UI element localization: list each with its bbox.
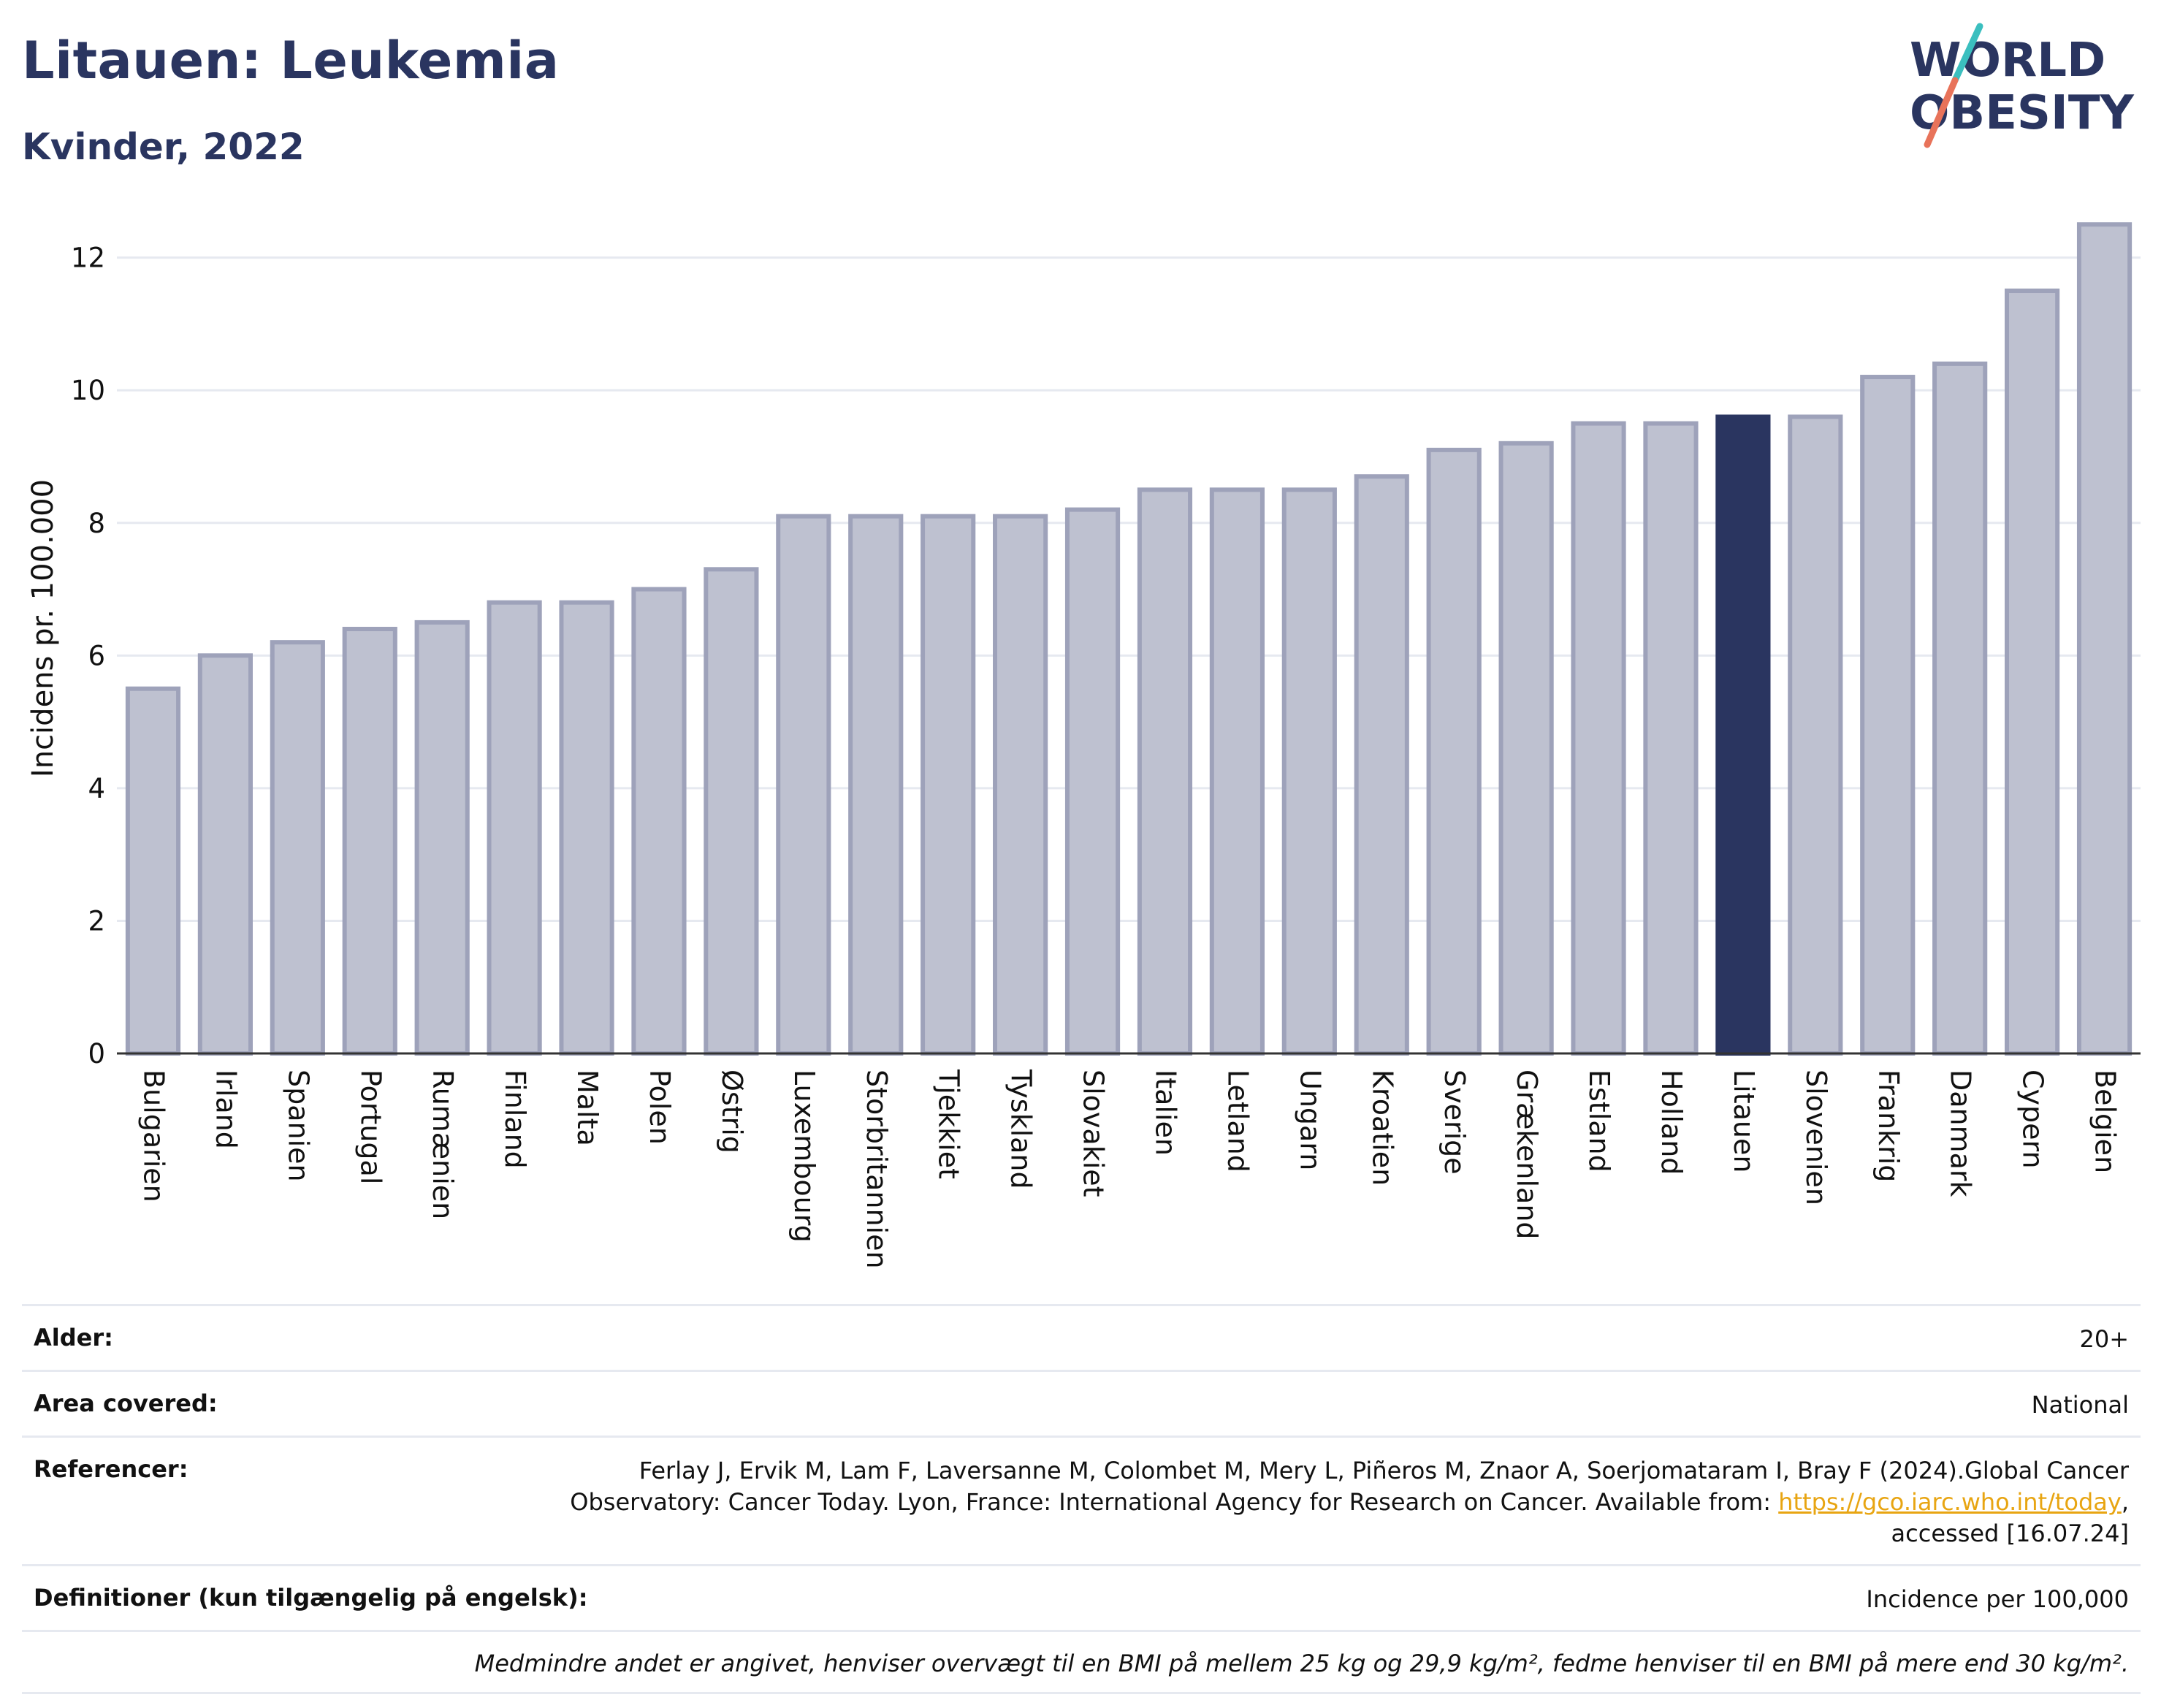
bar-sverige [1426,447,1482,1056]
meta-row-area: Area covered: National [22,1370,2141,1436]
logo-slash-teal [1951,23,1983,84]
bar-tyskland [993,514,1048,1056]
x-tick-label: Litauen [1728,1070,1760,1173]
bar-kroatien [1354,474,1409,1056]
bar-malta [559,600,614,1056]
bar-cypern [2005,289,2060,1056]
metadata-table: Alder: 20+ Area covered: National Refere… [22,1304,2141,1694]
x-tick-label: Belgien [2089,1070,2122,1173]
x-tick-label: Polen [644,1070,676,1145]
references-line3: accessed [16.07.24] [1891,1520,2129,1547]
x-tick-label: Spanien [282,1070,314,1182]
bar-holland [1643,421,1699,1056]
bar-frankrig [1860,375,1916,1056]
logo-slash-coral [1924,77,1959,148]
y-tick-label: 8 [88,508,105,539]
bar-danmark [1932,361,1988,1056]
x-tick-label: Storbritannien [861,1070,893,1269]
x-tick-label: Slovenien [1800,1070,1832,1205]
references-line2-pre: Observatory: Cancer Today. Lyon, France:… [570,1488,1779,1516]
x-tick-label: Holland [1655,1070,1688,1175]
bar-portugal [342,627,397,1056]
definitions-value: Incidence per 100,000 [1866,1585,2129,1613]
bar-irland [197,653,253,1056]
age-value: 20+ [2079,1325,2129,1353]
x-tick-label: Danmark [1945,1070,1977,1197]
bar-tjekkiet [921,514,976,1056]
bar-slovakiet [1064,507,1121,1056]
x-tick-label: Letland [1221,1070,1254,1173]
references-line1: Ferlay J, Ervik M, Lam F, Laversanne M, … [639,1457,2129,1484]
x-tick-label: Østrig [716,1070,748,1154]
bars [125,222,2133,1056]
bar-ungarn [1281,487,1337,1056]
world-obesity-logo: WORLD OBESITY [1910,23,2134,148]
bar-estland [1571,421,1626,1056]
bar-luxembourg [776,514,831,1056]
x-tick-label: Luxembourg [788,1070,820,1243]
y-tick-label: 10 [71,375,105,406]
y-tick-labels: 0 2 4 6 8 10 12 [71,243,105,1070]
meta-row-age: Alder: 20+ [22,1304,2141,1370]
bar-belgien [2076,222,2133,1056]
y-tick-label: 0 [88,1038,105,1070]
y-axis-label: Incidens pr. 100.000 [26,479,60,777]
age-label: Alder: [34,1324,113,1351]
x-tick-label: Bulgarien [137,1070,169,1202]
x-tick-label: Portugal [354,1070,386,1184]
bar-chart: 0 2 4 6 8 10 12 Bulgarien Irland Spanien Portugal… [26,222,2141,1269]
references-label: Referencer: [34,1455,188,1483]
bar-østrig [704,567,759,1056]
y-tick-label: 6 [88,640,105,671]
bar-slovenien [1788,414,1843,1056]
x-tick-label: Rumænien [427,1070,459,1219]
x-tick-label: Ungarn [1294,1070,1326,1170]
references-link[interactable]: https://gco.iarc.who.int/today [1778,1488,2122,1516]
meta-row-references: Referencer: Ferlay J, Ervik M, Lam F, La… [22,1436,2141,1564]
bar-italien [1137,487,1193,1056]
bar-bulgarien [125,686,181,1056]
x-tick-label: Tyskland [1005,1069,1037,1189]
page-title: Litauen: Leukemia [22,31,560,91]
logo-line1: WORLD [1910,34,2105,88]
x-tick-label: Malta [571,1070,603,1146]
x-tick-label: Finland [499,1070,531,1169]
bar-grækenland [1498,441,1554,1056]
bmi-note: Medmindre andet er angivet, henviser ove… [474,1650,2129,1677]
references-value: Ferlay J, Ervik M, Lam F, Laversanne M, … [570,1455,2129,1549]
x-tick-label: Tjekkiet [933,1069,965,1179]
meta-row-note: Medmindre andet er angivet, henviser ove… [22,1630,2141,1694]
x-tick-label: Frankrig [1872,1070,1905,1182]
x-tick-label: Estland [1583,1070,1615,1173]
bar-storbritannien [848,514,904,1056]
bar-spanien [270,640,325,1056]
x-tick-label: Slovakiet [1078,1070,1110,1197]
bar-rumænien [414,619,470,1056]
x-tick-label: Italien [1149,1070,1181,1156]
bar-polen [631,587,687,1056]
y-tick-label: 2 [88,905,105,937]
bar-litauen [1715,414,1771,1056]
bar-finland [487,600,542,1056]
y-tick-label: 4 [88,773,105,804]
area-value: National [2031,1391,2129,1419]
page-subtitle: Kvinder, 2022 [22,126,305,168]
area-label: Area covered: [34,1389,218,1417]
definitions-label: Definitioner (kun tilgængelig på engelsk… [34,1584,588,1612]
y-tick-label: 12 [71,243,105,274]
x-tick-label: Irland [210,1070,242,1149]
x-tick-label: Cypern [2017,1070,2049,1169]
x-tick-label: Sverige [1438,1070,1471,1175]
meta-row-definitions: Definitioner (kun tilgængelig på engelsk… [22,1564,2141,1630]
references-line2-post: , [2121,1488,2129,1516]
bar-letland [1209,487,1265,1056]
x-tick-label: Grækenland [1511,1070,1543,1240]
x-tick-label: Kroatien [1366,1070,1398,1186]
x-tick-labels: Bulgarien Irland Spanien Portugal Rumænien Fi… [137,1069,2121,1269]
